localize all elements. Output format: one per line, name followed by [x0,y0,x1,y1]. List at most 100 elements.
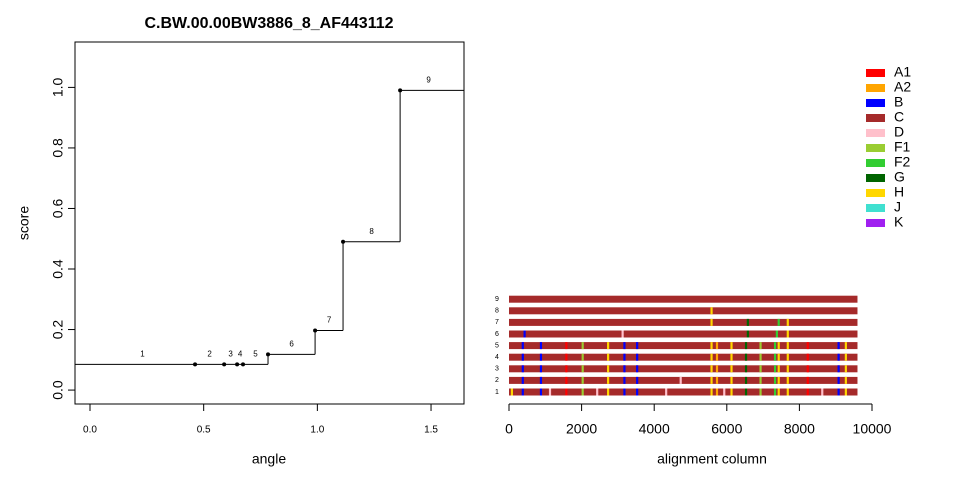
alignment-segment [773,353,777,361]
alignment-segment [509,318,858,326]
alignment-segment [581,388,584,396]
alignment-segment [539,376,543,384]
step-point [266,352,271,357]
x-tick-label: 1.5 [424,425,438,436]
alignment-segment [730,376,733,384]
legend-label: B [894,94,903,110]
step-label: 1 [140,349,145,358]
alignment-segment [607,353,610,361]
row-label: 5 [495,342,499,349]
alignment-segment [539,365,543,373]
alignment-segment [777,353,780,361]
step-label: 3 [228,349,233,358]
alignment-segment [744,365,748,373]
legend-label: F2 [894,154,911,170]
legend-label: C [894,109,904,125]
alignment-segment [565,342,568,350]
alignment-segment [777,318,780,326]
step-point [341,239,346,244]
alignment-segment [844,388,847,396]
y-tick-label: 0.6 [50,199,66,219]
alignment-segment [844,376,847,384]
alignment-segment [565,353,568,361]
alignment-segment [759,365,762,373]
alignment-segment [715,342,719,350]
x-tick-label: 2000 [566,421,597,437]
row-label: 8 [495,308,499,315]
alignment-segment [821,388,824,396]
alignment-segment [715,376,719,384]
step-point [222,362,227,367]
alignment-segment [775,330,778,338]
legend-swatch [866,144,885,152]
alignment-segment [844,353,847,361]
alignment-segment [521,388,524,396]
alignment-segment [710,342,713,350]
x-tick-label: 4000 [639,421,670,437]
legend-swatch [866,69,885,77]
legend-swatch [866,99,885,107]
y-tick-label: 0.4 [50,259,66,279]
alignment-segment [509,388,858,396]
alignment-segment [837,342,840,350]
alignment-segment [636,376,639,384]
step-label: 2 [207,349,212,358]
legend-swatch [866,219,885,227]
row-label: 1 [495,389,499,396]
alignment-segment [679,376,682,384]
row-label: 9 [495,296,499,303]
alignment-segment [730,388,733,396]
x-tick-label: 10000 [853,421,892,437]
legend-label: D [894,124,904,140]
alignment-segment [806,353,809,361]
alignment-segment [710,388,713,396]
alignment-segment [665,388,668,396]
alignment-segment [710,318,713,326]
alignment-segment [581,353,584,361]
legend-label: A2 [894,79,911,95]
legend-swatch [866,114,885,122]
legend-swatch [866,174,885,182]
step-point [398,88,403,93]
alignment-segment [636,353,639,361]
alignment-segment [509,307,858,315]
alignment-segment [837,376,840,384]
step-point [241,362,246,367]
y-tick-label: 1.0 [50,77,66,97]
y-tick-label: 0.2 [50,320,66,340]
alignment-segment [744,353,748,361]
alignment-segment [786,342,789,350]
alignment-segment [596,388,599,396]
x-axis-label: angle [252,451,286,467]
alignment-segment [744,342,748,350]
alignment-segment [806,376,809,384]
alignment-segment [777,365,780,373]
row-label: 7 [495,319,499,326]
alignment-segment [837,353,840,361]
alignment-segment [806,388,809,396]
x-tick-label: 6000 [711,421,742,437]
alignment-segment [744,376,748,384]
alignment-segment [844,365,847,373]
alignment-segment [777,388,780,396]
alignment-segment [786,353,789,361]
alignment-segment [581,376,584,384]
legend-swatch [866,204,885,212]
legend-label: G [894,169,905,185]
alignment-segment [521,342,524,350]
legend-label: A1 [894,64,911,80]
alignment-segment [548,388,552,396]
alignment-segment [581,342,584,350]
row-label: 2 [495,377,499,384]
alignment-segment [844,342,847,350]
alignment-segment [509,365,858,373]
x-tick-label: 0 [505,421,513,437]
alignment-segment [710,307,713,315]
alignment-segment [786,318,789,326]
alignment-segment [623,342,626,350]
alignment-segment [539,388,543,396]
step-label: 7 [327,316,332,325]
step-label: 4 [238,349,243,358]
alignment-segment [636,342,639,350]
